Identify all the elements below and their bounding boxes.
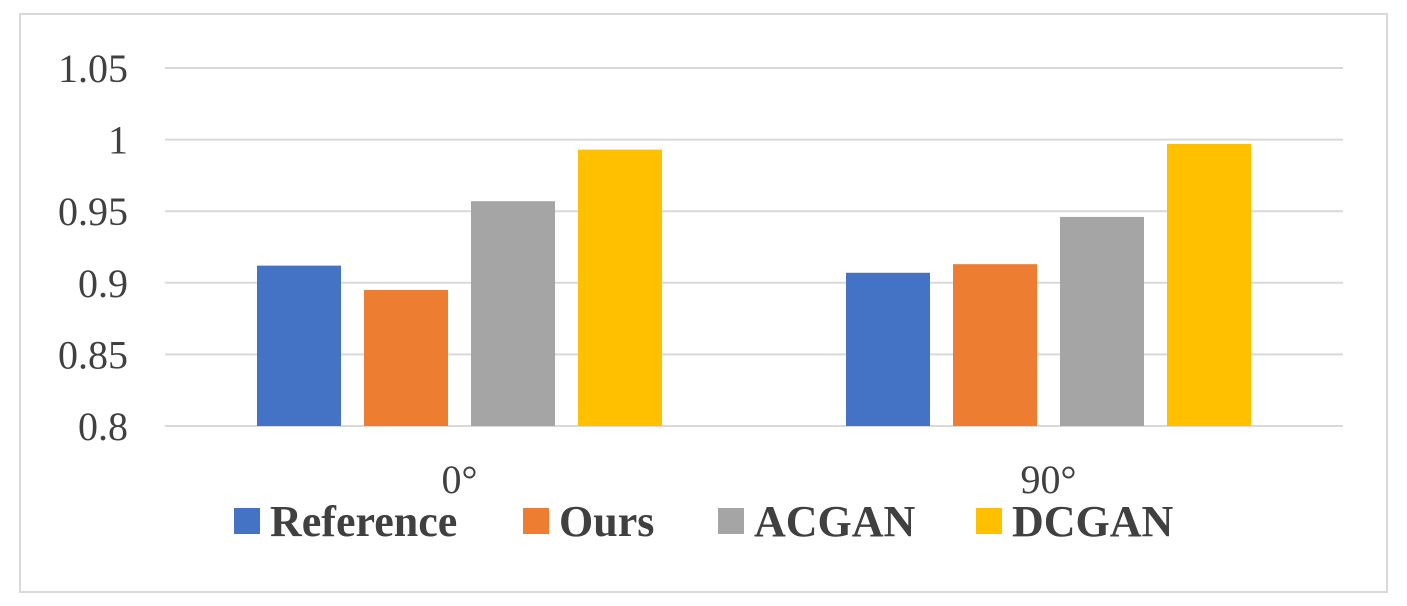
bar-ours-0 [364,289,448,426]
x-category-label: 90° [1021,457,1077,502]
bar-reference-1 [846,272,930,426]
legend-swatch-dcgan [976,508,1002,534]
legend-label-acgan: ACGAN [754,497,916,546]
bar-acgan-0 [471,201,555,426]
legend-label-reference: Reference [270,497,457,546]
y-tick-label: 0.8 [78,404,128,449]
gridlines [165,67,1343,427]
bar-acgan-1 [1060,216,1144,426]
y-tick-label: 1 [108,118,128,163]
y-tick-label: 1.05 [58,46,128,91]
chart-frame [19,13,1388,593]
x-category-label: 0° [442,457,478,502]
bar-ours-1 [953,264,1037,426]
bars [257,143,1251,426]
legend: Reference Ours ACGAN DCGAN [234,497,1174,546]
legend-label-dcgan: DCGAN [1012,497,1174,546]
y-tick-label: 0.9 [78,261,128,306]
y-tick-label: 0.85 [58,332,128,377]
bar-dcgan-1 [1167,143,1251,426]
y-axis-tick-labels: 0.8 0.85 0.9 0.95 1 1.05 [58,46,128,449]
legend-swatch-reference [234,508,260,534]
legend-swatch-ours [523,508,549,534]
bar-dcgan-0 [578,149,662,426]
bar-reference-0 [257,265,341,426]
x-axis-category-labels: 0° 90° [442,457,1077,502]
legend-swatch-acgan [718,508,744,534]
legend-label-ours: Ours [559,497,654,546]
y-tick-label: 0.95 [58,189,128,234]
